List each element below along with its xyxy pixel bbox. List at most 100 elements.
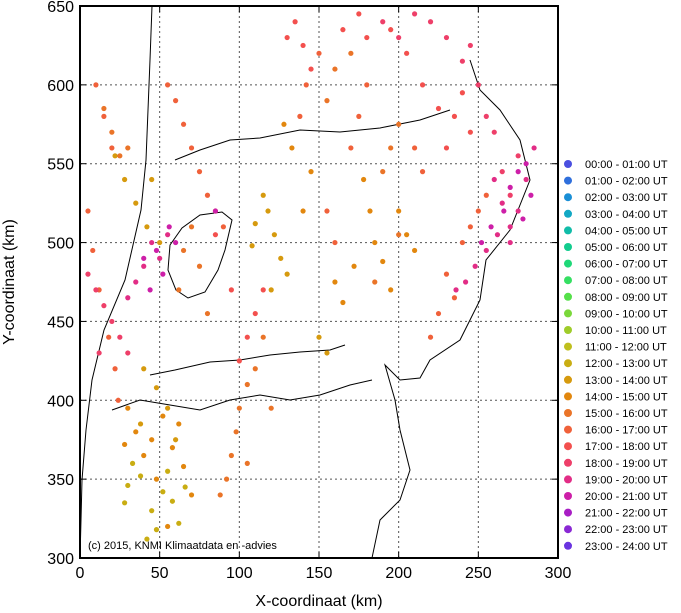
lightning-point: [153, 527, 160, 533]
lightning-point: [332, 279, 338, 285]
legend-label: 12:00 - 13:00 UT: [585, 358, 668, 370]
lightning-point: [129, 460, 136, 466]
legend-swatch: [564, 243, 572, 251]
lightning-point: [396, 121, 402, 127]
legend-swatch: [564, 492, 572, 500]
lightning-point: [133, 429, 139, 435]
lightning-point: [160, 271, 166, 277]
coastline-border-map: [80, 6, 531, 558]
lightning-point: [101, 303, 107, 309]
lightning-point: [204, 310, 211, 317]
legend-label: 02:00 - 03:00 UT: [585, 192, 668, 204]
lightning-point: [252, 310, 258, 317]
legend-label: 09:00 - 10:00 UT: [585, 308, 668, 320]
lightning-point: [85, 271, 91, 277]
lightning-point: [528, 192, 534, 198]
lightning-point: [332, 66, 338, 72]
lightning-point: [427, 334, 434, 340]
lightning-point: [223, 476, 230, 482]
lightning-point: [459, 90, 465, 96]
lightning-point: [125, 295, 131, 301]
legend-swatch: [564, 209, 572, 218]
lightning-point: [443, 271, 450, 277]
southern-border: [111, 379, 373, 411]
legend-swatch: [564, 259, 572, 268]
lightning-point: [499, 169, 505, 175]
lightning-point: [141, 263, 147, 269]
legend-swatch: [564, 409, 572, 417]
lightning-point: [467, 224, 473, 230]
legend-swatch: [564, 309, 572, 318]
lightning-point: [284, 271, 290, 277]
legend-swatch: [564, 342, 572, 351]
lightning-point: [300, 208, 306, 214]
lightning-point: [233, 429, 239, 435]
lightning-point: [176, 287, 182, 293]
lightning-point: [515, 153, 521, 159]
lightning-point: [289, 145, 295, 151]
lightning-point: [459, 58, 465, 64]
lightning-point: [316, 50, 322, 56]
lightning-point: [176, 520, 182, 526]
legend-label: 23:00 - 24:00 UT: [585, 541, 668, 553]
legend-label: 10:00 - 11:00 UT: [585, 325, 667, 337]
lightning-point: [153, 476, 160, 482]
lightning-point: [520, 216, 526, 222]
legend-swatch: [564, 226, 572, 235]
x-tick-label: 300: [545, 565, 572, 582]
lightning-point: [133, 200, 139, 206]
lightning-point: [90, 247, 96, 254]
lightning-point: [101, 113, 107, 119]
lightning-point: [149, 437, 155, 443]
lightning-point: [125, 405, 131, 411]
lightning-point: [268, 287, 274, 293]
legend-swatch: [564, 375, 572, 384]
gridlines: [80, 6, 558, 558]
y-tick-label: 500: [47, 236, 74, 253]
legend-label: 00:00 - 01:00 UT: [585, 159, 668, 171]
lightning-point: [284, 34, 290, 41]
x-tick-label: 150: [306, 565, 333, 582]
lightning-point: [443, 34, 450, 41]
legend-label: 16:00 - 17:00 UT: [585, 425, 668, 437]
credit-text: (c) 2015, KNMI Klimaatdata en -advies: [88, 540, 277, 552]
legend-swatch: [564, 176, 572, 185]
lightning-point: [169, 498, 176, 504]
lightning-point: [340, 299, 346, 306]
lightning-point: [372, 279, 378, 285]
lightning-point: [380, 19, 386, 25]
lightning-point: [523, 161, 529, 167]
lightning-point: [483, 113, 489, 119]
legend-label: 04:00 - 05:00 UT: [585, 225, 668, 237]
legend-label: 11:00 - 12:00 UT: [585, 342, 667, 354]
lightning-point: [467, 129, 473, 135]
lightning-point: [396, 232, 402, 238]
lightning-point: [364, 82, 370, 88]
lightning-point: [515, 169, 521, 175]
lightning-point: [169, 445, 176, 451]
lightning-point: [483, 247, 489, 254]
lightning-point: [125, 145, 131, 151]
lightning-point: [165, 523, 171, 530]
lightning-point: [165, 468, 171, 474]
lightning-point: [419, 169, 426, 175]
legend-swatch: [564, 442, 572, 451]
x-tick-label: 100: [226, 565, 253, 582]
lightning-point: [348, 50, 354, 56]
lightning-point: [435, 105, 442, 112]
lightning-point: [141, 452, 147, 459]
lightning-point: [412, 145, 418, 151]
lightning-point: [180, 247, 187, 254]
legend-label: 14:00 - 15:00 UT: [585, 391, 668, 403]
lightning-point: [249, 243, 255, 249]
coastline: [80, 6, 153, 558]
lightning-point: [85, 208, 91, 214]
x-tick-label: 0: [76, 565, 85, 582]
lightning-point: [133, 279, 139, 285]
lightning-point: [149, 239, 155, 246]
lightning-point: [188, 224, 195, 230]
lightning-point: [153, 385, 160, 391]
lightning-point: [101, 105, 107, 112]
lightning-point: [141, 255, 147, 261]
legend-label: 20:00 - 21:00 UT: [585, 491, 668, 503]
